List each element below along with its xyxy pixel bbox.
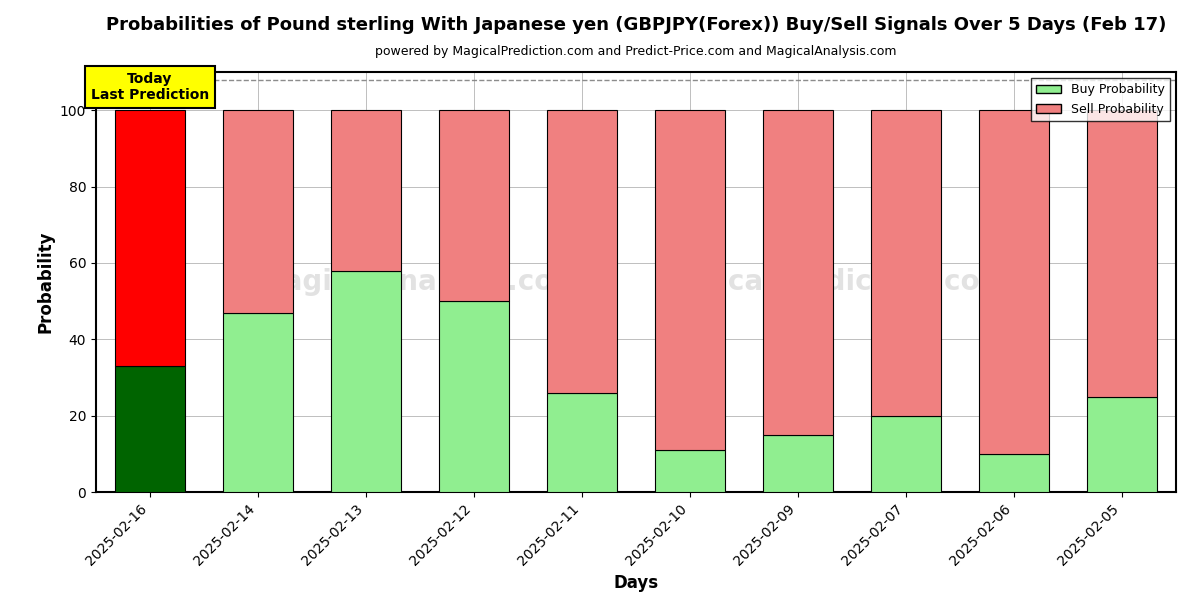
Bar [115, 110, 185, 366]
Bar [439, 301, 509, 492]
Bar [763, 110, 833, 435]
Bar [1087, 397, 1157, 492]
Bar [871, 110, 941, 416]
Bar [331, 110, 401, 271]
Bar [115, 366, 185, 492]
Bar [655, 110, 725, 450]
Y-axis label: Probability: Probability [36, 231, 54, 333]
Text: powered by MagicalPrediction.com and Predict-Price.com and MagicalAnalysis.com: powered by MagicalPrediction.com and Pre… [376, 44, 896, 58]
Text: MagicalPrediction.com: MagicalPrediction.com [652, 268, 1009, 296]
Bar [223, 313, 293, 492]
Title: Probabilities of Pound sterling With Japanese yen (GBPJPY(Forex)) Buy/Sell Signa: Probabilities of Pound sterling With Jap… [106, 16, 1166, 34]
Text: MagicalAnalysis.com: MagicalAnalysis.com [257, 268, 583, 296]
Bar [439, 110, 509, 301]
Bar [979, 110, 1049, 454]
Bar [547, 110, 617, 393]
Bar [979, 454, 1049, 492]
Text: Today
Last Prediction: Today Last Prediction [91, 72, 209, 102]
Bar [763, 435, 833, 492]
Bar [331, 271, 401, 492]
Bar [1087, 110, 1157, 397]
X-axis label: Days: Days [613, 574, 659, 592]
Bar [871, 416, 941, 492]
Bar [655, 450, 725, 492]
Bar [547, 393, 617, 492]
Bar [223, 110, 293, 313]
Legend: Buy Probability, Sell Probability: Buy Probability, Sell Probability [1031, 78, 1170, 121]
